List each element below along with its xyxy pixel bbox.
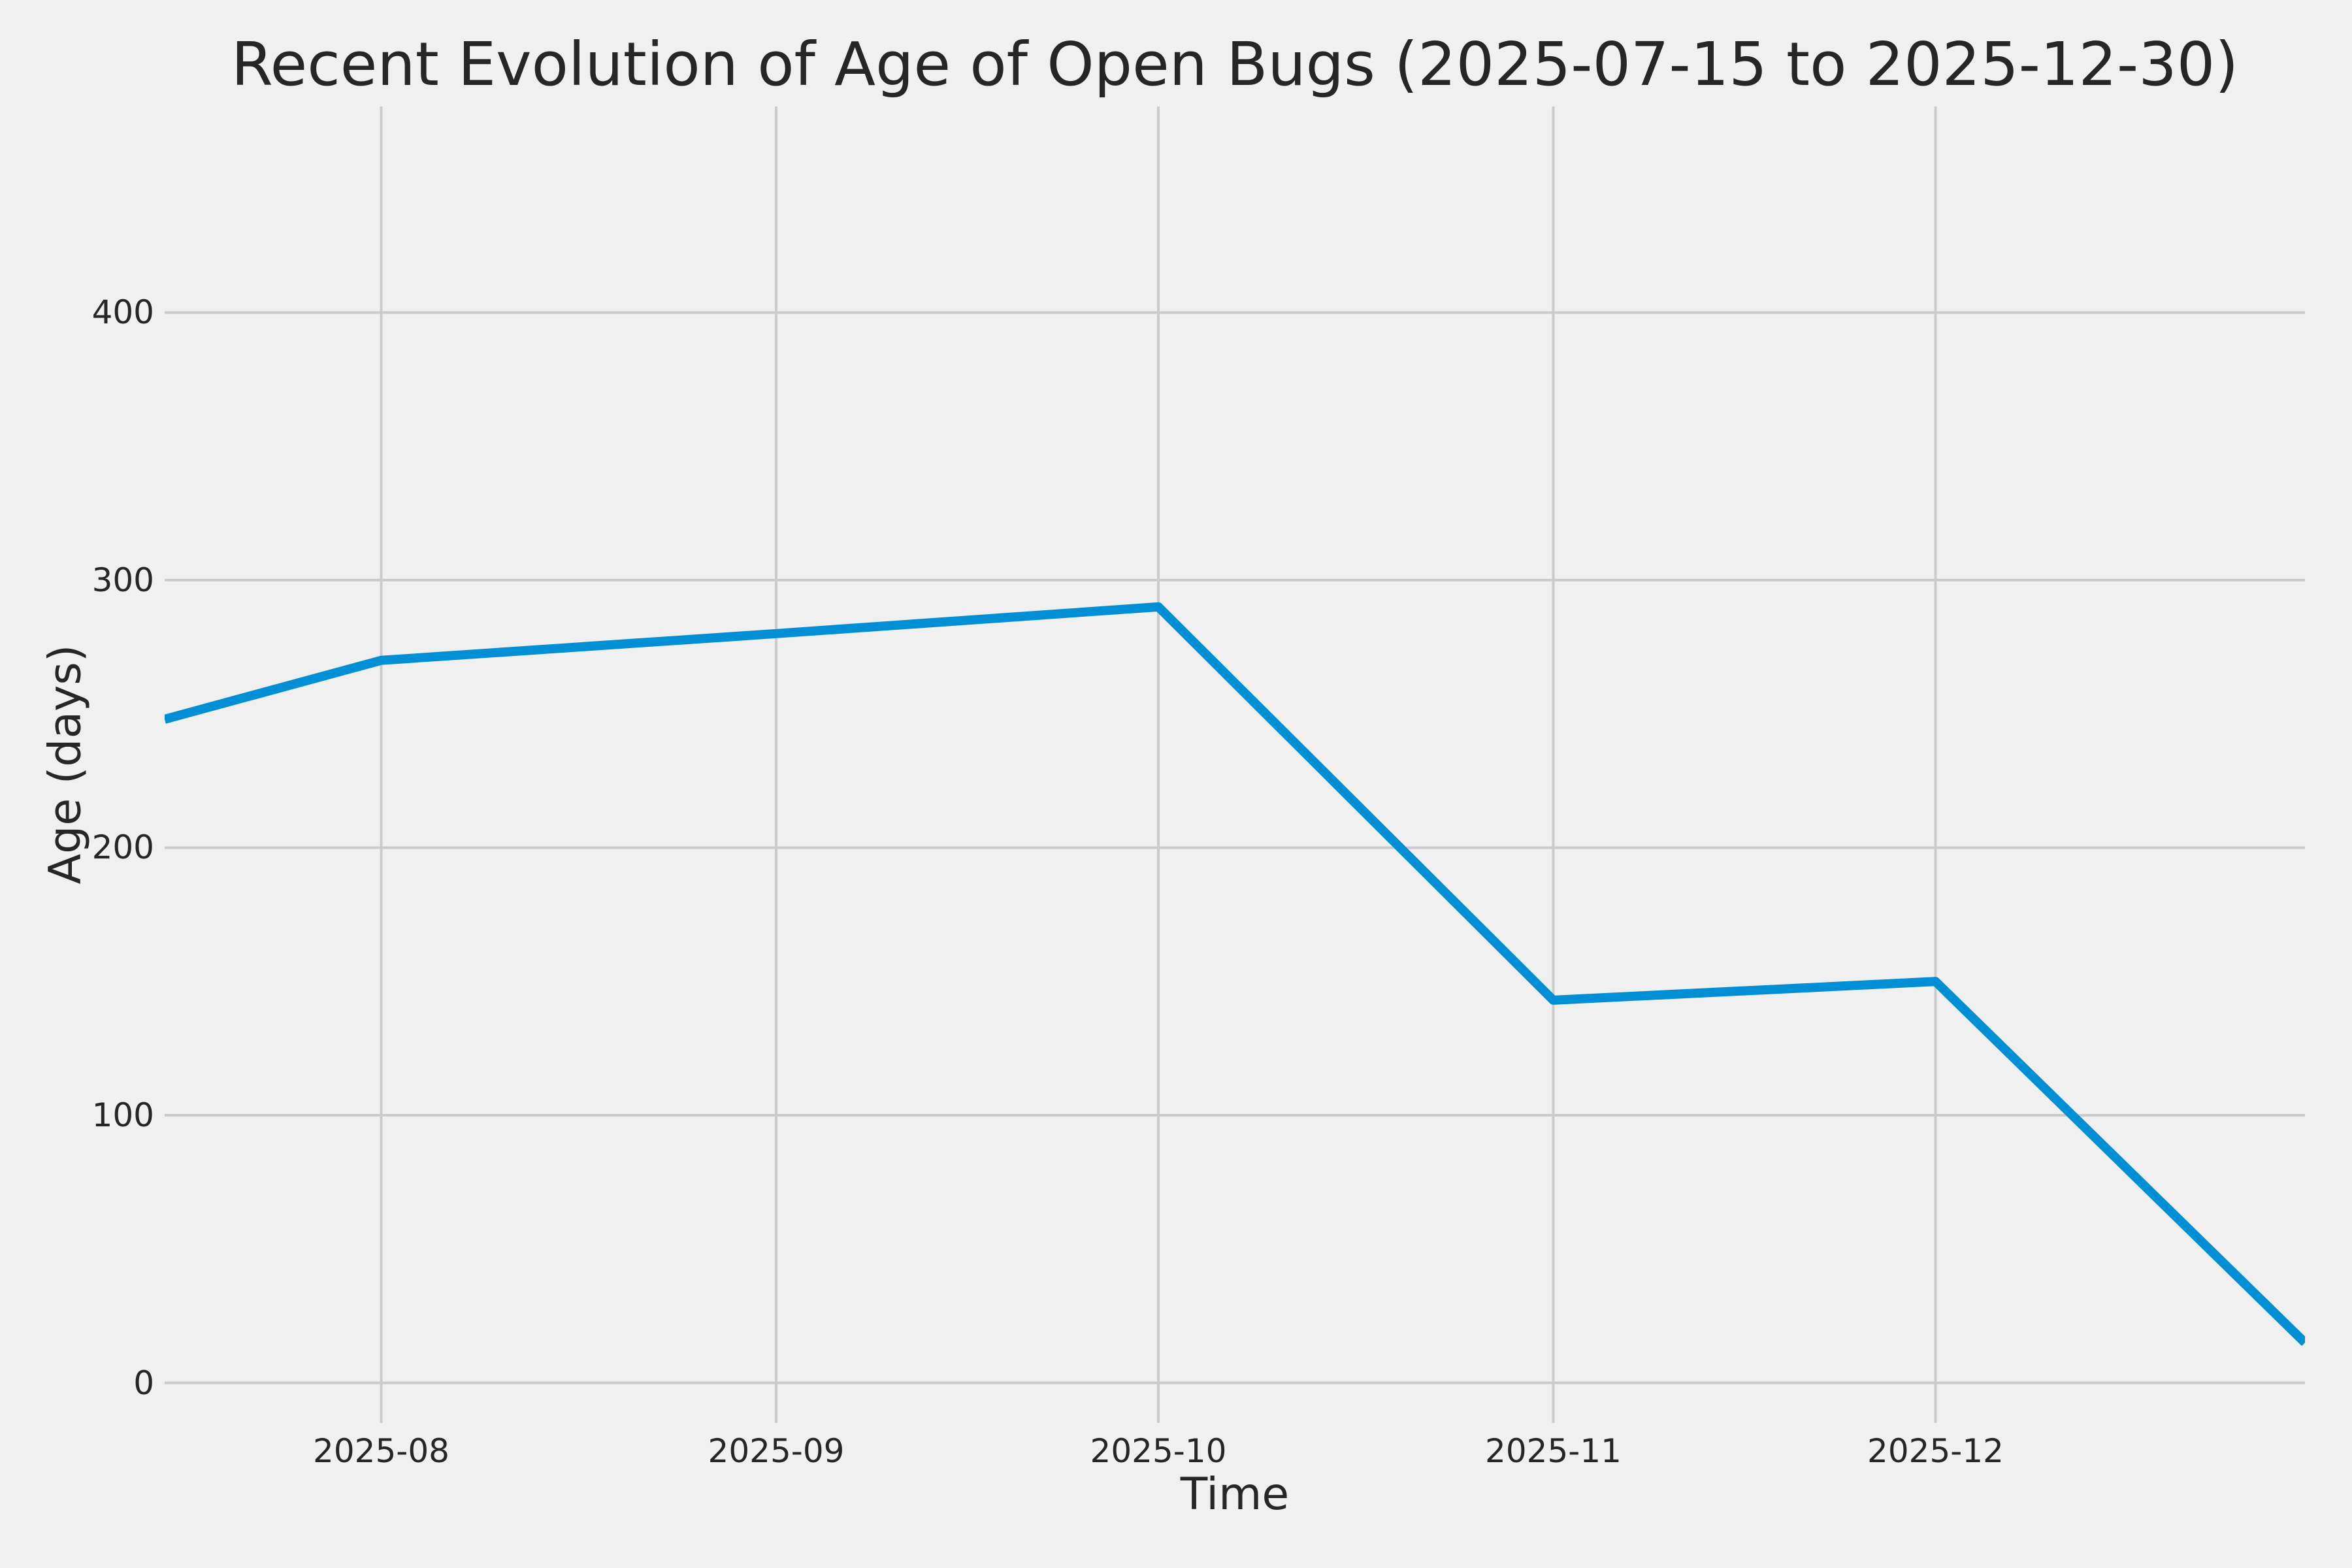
y-tick-label: 200 <box>91 828 154 867</box>
y-tick-label: 0 <box>133 1364 154 1402</box>
x-tick-label: 2025-09 <box>708 1432 845 1470</box>
x-tick-label: 2025-10 <box>1090 1432 1227 1470</box>
data-line <box>165 602 2305 1347</box>
x-tick-label: 2025-12 <box>1867 1432 2004 1470</box>
y-tick-label: 400 <box>91 293 154 332</box>
y-tick-label: 100 <box>91 1096 154 1134</box>
y-tick-label: 300 <box>91 561 154 599</box>
plot-area <box>165 106 2305 1423</box>
x-tick-label: 2025-11 <box>1485 1432 1622 1470</box>
x-tick-label: 2025-08 <box>313 1432 449 1470</box>
x-axis-label: Time <box>1180 1469 1290 1520</box>
chart-title: Recent Evolution of Age of Open Bugs (20… <box>231 29 2239 99</box>
